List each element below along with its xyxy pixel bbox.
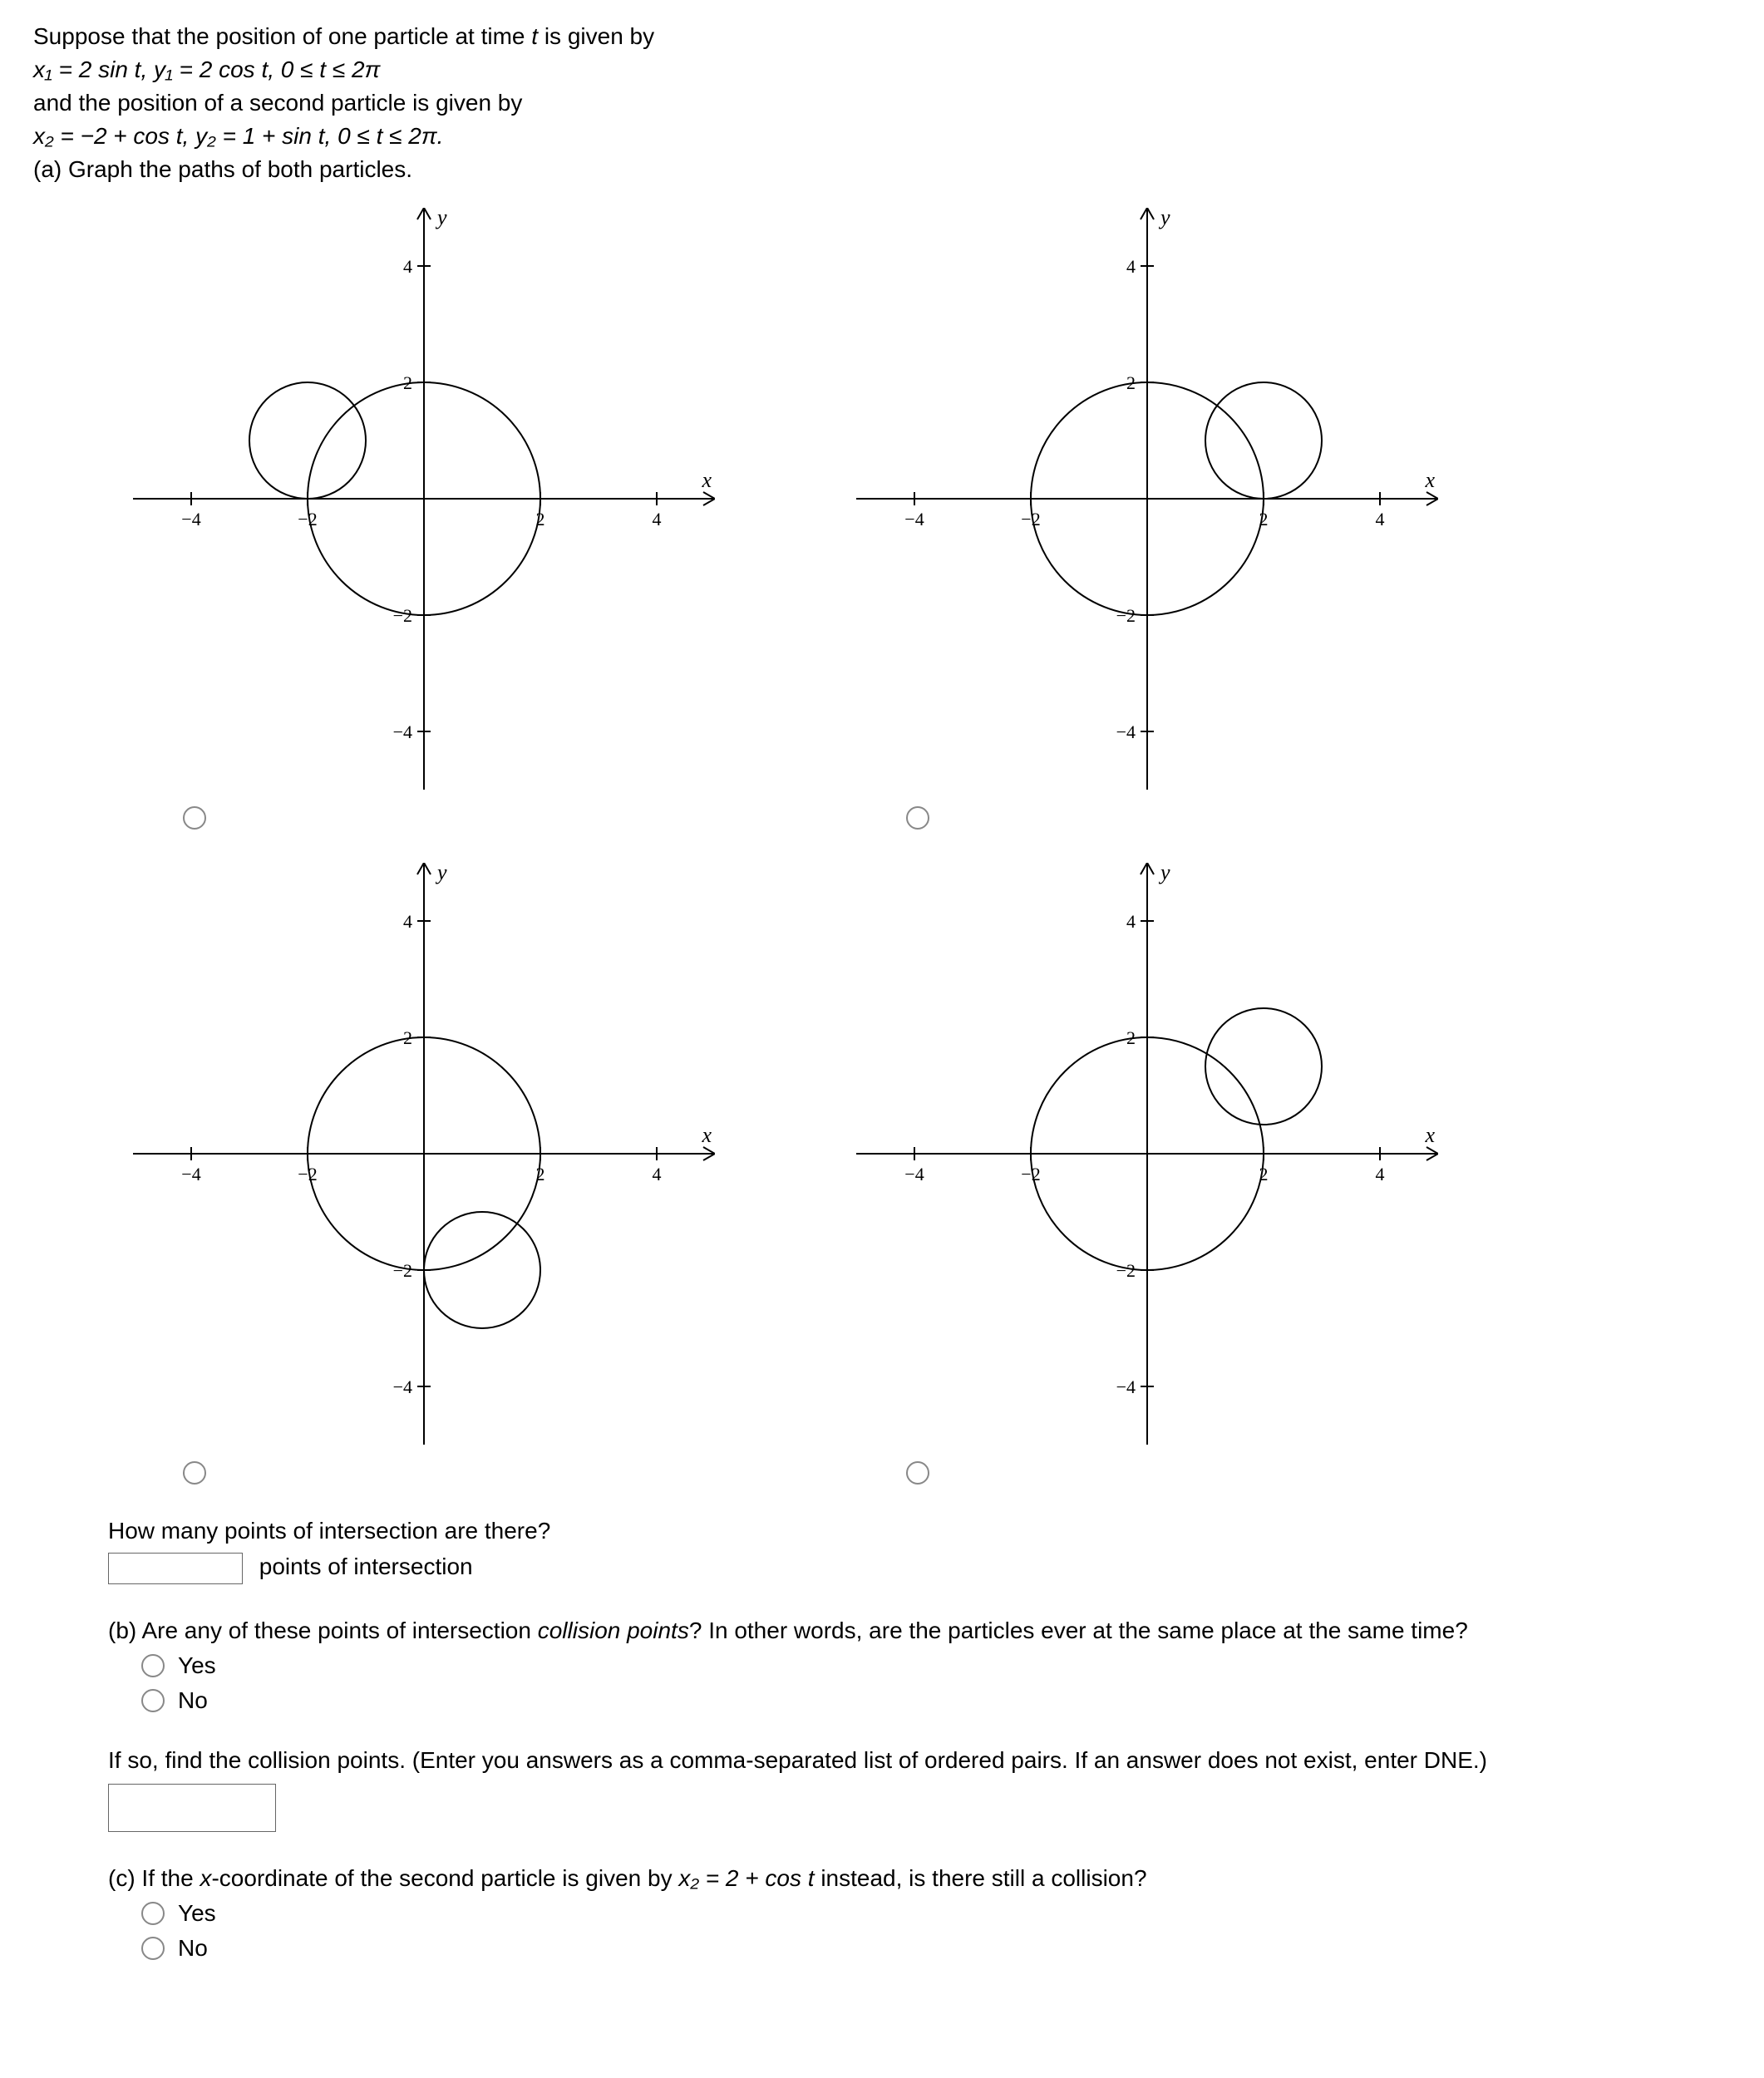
part-b-i: collision points bbox=[538, 1618, 689, 1643]
collision-question: If so, find the collision points. (Enter… bbox=[108, 1747, 1731, 1832]
part-c-x: x bbox=[200, 1865, 211, 1891]
part-c-eq: x₂ = 2 + cos t bbox=[678, 1865, 814, 1891]
graph-option: −4−4−2−22244xy bbox=[133, 863, 823, 1485]
svg-text:4: 4 bbox=[1376, 1164, 1385, 1184]
yes-label: Yes bbox=[178, 1900, 216, 1927]
svg-text:4: 4 bbox=[1376, 509, 1385, 529]
coordinate-plane: −4−4−2−22244xy bbox=[856, 208, 1438, 790]
equation-2: x₂ = −2 + cos t, y₂ = 1 + sin t, 0 ≤ t ≤… bbox=[33, 123, 1731, 150]
intro-t: t bbox=[531, 23, 538, 49]
graph-radio[interactable] bbox=[183, 1461, 206, 1485]
graphs-grid: −4−4−2−22244xy−4−4−2−22244xy−4−4−2−22244… bbox=[133, 208, 1546, 1485]
radio-icon bbox=[141, 1654, 165, 1677]
svg-text:−4: −4 bbox=[393, 1376, 412, 1397]
part-b-yes-row[interactable]: Yes bbox=[141, 1652, 1731, 1679]
part-b-b: ? In other words, are the particles ever… bbox=[689, 1618, 1468, 1643]
svg-text:−4: −4 bbox=[1116, 1376, 1136, 1397]
part-b-no-row[interactable]: No bbox=[141, 1687, 1731, 1714]
graph-radio[interactable] bbox=[906, 1461, 929, 1485]
svg-text:−2: −2 bbox=[1116, 1260, 1136, 1281]
no-label: No bbox=[178, 1935, 208, 1962]
svg-text:y: y bbox=[435, 208, 447, 229]
part-c-a: (c) If the bbox=[108, 1865, 200, 1891]
svg-text:−4: −4 bbox=[904, 1164, 924, 1184]
part-c-yes-row[interactable]: Yes bbox=[141, 1900, 1731, 1927]
no-label: No bbox=[178, 1687, 208, 1714]
radio-icon bbox=[141, 1689, 165, 1712]
svg-text:−4: −4 bbox=[181, 509, 200, 529]
svg-text:−4: −4 bbox=[393, 721, 412, 742]
collision-prompt: If so, find the collision points. (Enter… bbox=[108, 1747, 1731, 1774]
svg-text:4: 4 bbox=[403, 256, 412, 277]
svg-text:−2: −2 bbox=[393, 1260, 412, 1281]
part-b: (b) Are any of these points of intersect… bbox=[108, 1618, 1731, 1714]
svg-text:4: 4 bbox=[1126, 911, 1136, 932]
collision-input[interactable] bbox=[108, 1784, 276, 1832]
problem-statement: Suppose that the position of one particl… bbox=[33, 23, 1731, 183]
part-a-prompt: (a) Graph the paths of both particles. bbox=[33, 156, 1731, 183]
radio-icon bbox=[141, 1902, 165, 1925]
svg-text:4: 4 bbox=[653, 1164, 662, 1184]
intersection-suffix: points of intersection bbox=[259, 1554, 473, 1579]
intersection-prompt: How many points of intersection are ther… bbox=[108, 1518, 1731, 1544]
svg-text:4: 4 bbox=[1126, 256, 1136, 277]
svg-text:y: y bbox=[1158, 863, 1170, 884]
part-c: (c) If the x-coordinate of the second pa… bbox=[108, 1865, 1731, 1962]
svg-text:−4: −4 bbox=[1116, 721, 1136, 742]
svg-text:−2: −2 bbox=[393, 605, 412, 626]
part-b-a: (b) Are any of these points of intersect… bbox=[108, 1618, 538, 1643]
graph-radio[interactable] bbox=[906, 806, 929, 830]
svg-text:x: x bbox=[1424, 1123, 1435, 1147]
radio-icon bbox=[141, 1937, 165, 1960]
part-c-b: -coordinate of the second particle is gi… bbox=[211, 1865, 678, 1891]
intro-line1b: is given by bbox=[538, 23, 654, 49]
svg-text:−2: −2 bbox=[1116, 605, 1136, 626]
intro-line1a: Suppose that the position of one particl… bbox=[33, 23, 531, 49]
part-c-c: instead, is there still a collision? bbox=[815, 1865, 1147, 1891]
intro-line2: and the position of a second particle is… bbox=[33, 90, 1731, 116]
intersection-question: How many points of intersection are ther… bbox=[108, 1518, 1731, 1584]
equation-1: x₁ = 2 sin t, y₁ = 2 cos t, 0 ≤ t ≤ 2π bbox=[33, 57, 1731, 83]
graph-option: −4−4−2−22244xy bbox=[856, 208, 1546, 830]
graph-option: −4−4−2−22244xy bbox=[856, 863, 1546, 1485]
coordinate-plane: −4−4−2−22244xy bbox=[133, 208, 715, 790]
part-c-no-row[interactable]: No bbox=[141, 1935, 1731, 1962]
svg-text:x: x bbox=[701, 1123, 712, 1147]
svg-text:x: x bbox=[1424, 468, 1435, 492]
graph-option: −4−4−2−22244xy bbox=[133, 208, 823, 830]
svg-text:y: y bbox=[1158, 208, 1170, 229]
svg-text:−4: −4 bbox=[181, 1164, 200, 1184]
intersection-input[interactable] bbox=[108, 1553, 243, 1584]
graph-radio[interactable] bbox=[183, 806, 206, 830]
svg-text:x: x bbox=[701, 468, 712, 492]
svg-text:4: 4 bbox=[653, 509, 662, 529]
svg-text:4: 4 bbox=[403, 911, 412, 932]
yes-label: Yes bbox=[178, 1652, 216, 1679]
svg-text:−4: −4 bbox=[904, 509, 924, 529]
svg-text:y: y bbox=[435, 863, 447, 884]
coordinate-plane: −4−4−2−22244xy bbox=[133, 863, 715, 1445]
coordinate-plane: −4−4−2−22244xy bbox=[856, 863, 1438, 1445]
